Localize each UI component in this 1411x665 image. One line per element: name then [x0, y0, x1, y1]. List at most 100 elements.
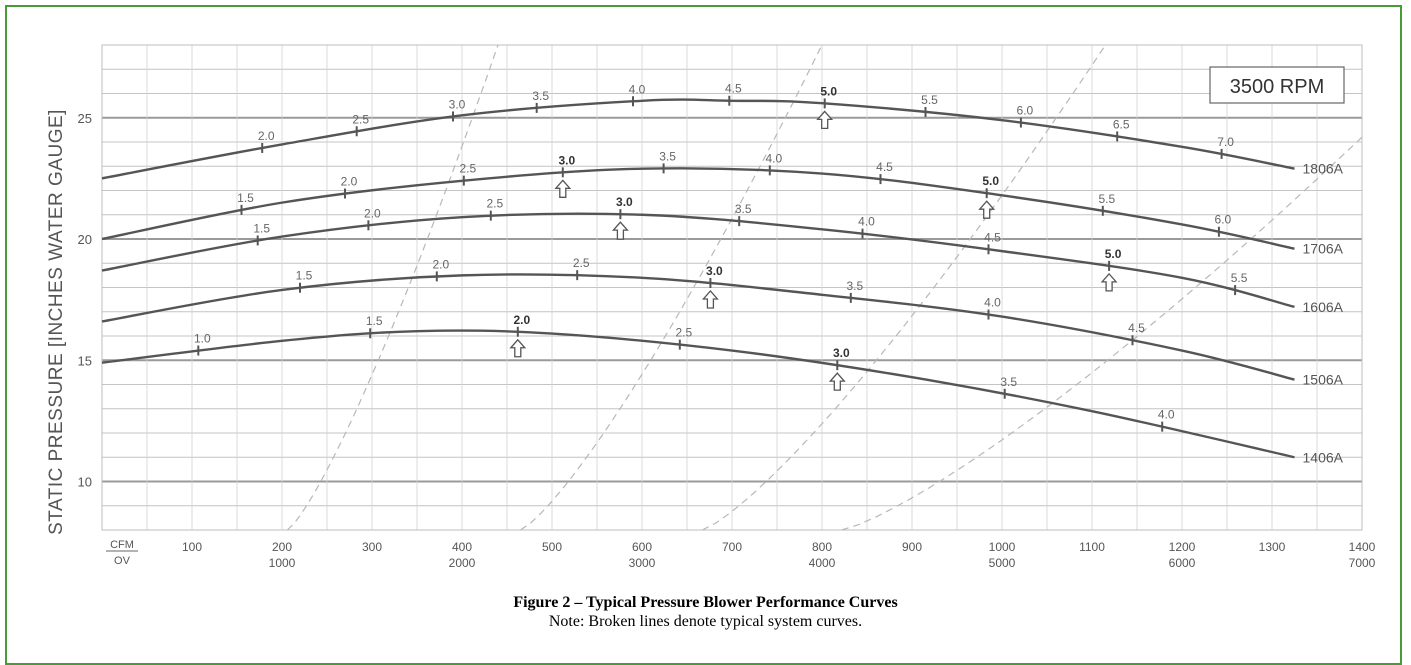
blower-curve-1406A	[101, 329, 1295, 459]
system-curve	[286, 44, 499, 531]
up-arrow-icon	[1100, 272, 1118, 292]
marker-label: 6.5	[1113, 117, 1130, 131]
up-arrow-icon	[828, 372, 846, 391]
plot-border	[101, 44, 1363, 531]
marker-label: 4.0	[765, 151, 782, 165]
x-tick-label-cfm: 1000	[989, 540, 1016, 554]
series-label: 1806A	[1303, 161, 1344, 177]
x-tick-label-cfm: 400	[452, 540, 472, 554]
x-axis-label-ov: OV	[114, 555, 131, 567]
figure-caption-note: Note: Broken lines denote typical system…	[548, 613, 863, 630]
marker-label: 4.5	[876, 160, 893, 174]
rpm-label-box: 3500 RPM	[1209, 66, 1345, 104]
x-tick-label-cfm: 500	[542, 540, 562, 554]
marker-label: 3.0	[558, 153, 575, 167]
marker-label: 3.0	[616, 195, 633, 209]
marker-label: 5.5	[921, 93, 938, 107]
marker-label: 4.5	[1128, 321, 1145, 335]
series-label: 1706A	[1303, 241, 1344, 257]
y-tick-label: 20	[78, 232, 92, 247]
marker-label: 2.5	[675, 326, 692, 340]
x-tick-label-cfm: 1300	[1259, 540, 1286, 554]
x-tick-label-cfm: 1400	[1349, 540, 1376, 554]
marker-label: 3.5	[1000, 375, 1017, 389]
x-tick-label-ov: 6000	[1169, 556, 1196, 570]
y-axis-label: STATIC PRESSURE [INCHES WATER GAUGE]	[46, 109, 67, 535]
marker-label: 3.5	[735, 202, 752, 216]
blower-curve-1706A	[101, 167, 1295, 250]
marker-label: 7.0	[1217, 135, 1234, 149]
up-arrow-icon	[509, 338, 527, 358]
marker-label: 5.0	[982, 174, 999, 188]
x-tick-label-cfm: 600	[632, 540, 652, 554]
up-arrow-shape	[1100, 272, 1118, 292]
x-tick-label-cfm: 800	[812, 540, 832, 554]
figure-caption-title: Figure 2 – Typical Pressure Blower Perfo…	[513, 594, 898, 611]
y-tick-label: 15	[78, 353, 92, 368]
x-tick-label-ov: 4000	[809, 556, 836, 570]
marker-label: 3.5	[846, 279, 863, 293]
y-tick-label: 25	[78, 111, 92, 126]
marker-label: 1.5	[237, 191, 254, 205]
x-axis-label-cfm: CFM	[110, 539, 134, 551]
marker-label: 5.5	[1231, 271, 1248, 285]
marker-label: 1.5	[366, 314, 383, 328]
up-arrow-shape	[554, 179, 572, 198]
marker-label: 5.0	[1105, 247, 1122, 261]
marker-label: 2.0	[513, 313, 530, 327]
series-label: 1506A	[1303, 372, 1344, 388]
marker-label: 4.5	[725, 82, 742, 96]
marker-label: 2.0	[341, 175, 358, 189]
marker-label: 4.0	[858, 215, 875, 229]
marker-label: 2.0	[258, 129, 275, 143]
up-arrow-shape	[978, 200, 996, 219]
series-label: 1406A	[1303, 449, 1344, 465]
marker-label: 4.0	[629, 82, 646, 96]
x-tick-label-ov: 1000	[269, 556, 296, 570]
up-arrow-shape	[701, 289, 719, 309]
x-tick-label-cfm: 700	[722, 540, 742, 554]
system-curve	[520, 44, 823, 531]
x-tick-label-ov: 2000	[449, 556, 476, 570]
x-tick-label-ov: 3000	[629, 556, 656, 570]
marker-label: 4.0	[1158, 408, 1175, 422]
marker-label: 5.5	[1098, 192, 1115, 206]
marker-label: 3.5	[532, 89, 549, 103]
performance-chart: 1806A 2.0 2.5 3.0 3.5 4.0 4.5 5.0 5.5 6.0 6.5 7.0 17…	[46, 44, 1376, 570]
figure-frame	[5, 5, 1402, 665]
series-label: 1606A	[1303, 299, 1344, 315]
up-arrow-shape	[828, 372, 846, 391]
system-curve	[702, 44, 1106, 531]
marker-label: 3.0	[449, 97, 466, 111]
marker-label: 1.5	[253, 221, 270, 235]
x-tick-label-cfm: 300	[362, 540, 382, 554]
system-curves	[286, 44, 1363, 531]
x-tick-label-cfm: 200	[272, 540, 292, 554]
marker-label: 3.0	[833, 346, 850, 360]
axes: 10 15 20 25 100 200 1000 300 400 2000 500 600 3000 70…	[78, 111, 1376, 570]
marker-label: 2.5	[573, 256, 590, 270]
x-tick-label-cfm: 1200	[1169, 540, 1196, 554]
up-arrow-shape	[816, 110, 834, 130]
up-arrow-icon	[554, 179, 572, 198]
x-tick-label-cfm: 900	[902, 540, 922, 554]
x-tick-label-cfm: 1100	[1079, 540, 1105, 554]
marker-label: 2.0	[364, 206, 381, 220]
grid	[101, 44, 1363, 531]
marker-label: 6.0	[1017, 104, 1034, 118]
blower-curve-1606A	[101, 212, 1295, 309]
x-tick-label-ov: 7000	[1349, 556, 1376, 570]
up-arrow-icon	[978, 200, 996, 219]
up-arrow-icon	[611, 221, 629, 240]
marker-label: 2.0	[432, 257, 449, 271]
up-arrow-shape	[611, 221, 629, 240]
marker-label: 2.5	[459, 162, 476, 176]
marker-label: 3.5	[659, 149, 676, 163]
x-tick-label-ov: 5000	[989, 556, 1016, 570]
marker-label: 2.5	[486, 197, 503, 211]
up-arrow-shape	[509, 338, 527, 358]
blower-curves: 1806A 2.0 2.5 3.0 3.5 4.0 4.5 5.0 5.5 6.0 6.5 7.0 17…	[101, 82, 1344, 465]
rpm-label: 3500 RPM	[1230, 76, 1325, 98]
x-tick-label-cfm: 100	[182, 540, 202, 554]
marker-label: 1.5	[296, 269, 313, 283]
